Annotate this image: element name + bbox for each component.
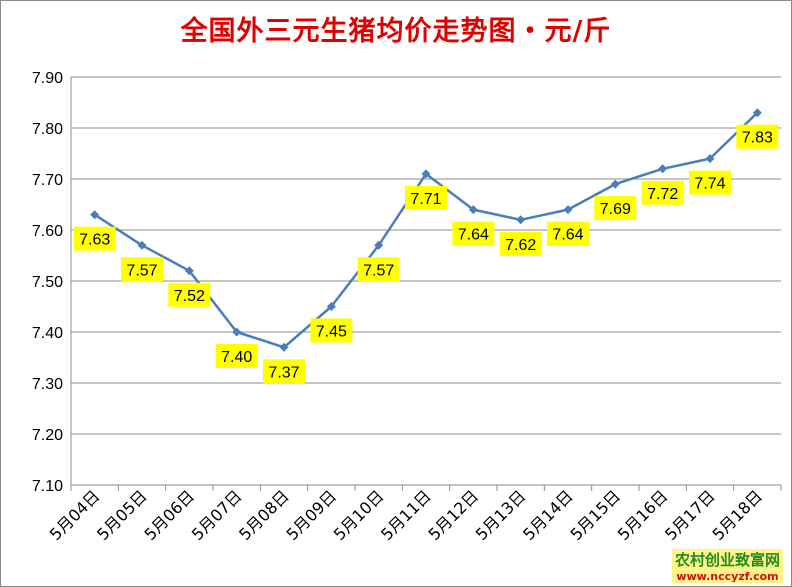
- data-point: [232, 327, 242, 337]
- data-label-bg: [215, 344, 258, 368]
- data-point: [468, 205, 478, 215]
- data-label: 7.64: [458, 227, 489, 244]
- y-tick-label: 7.90: [32, 70, 63, 87]
- data-label-bg: [121, 257, 163, 282]
- data-point: [90, 210, 100, 220]
- data-point: [326, 302, 336, 311]
- data-label-bg: [405, 185, 447, 210]
- y-tick-label: 7.40: [32, 325, 63, 342]
- x-tick-label: 5月09日: [282, 486, 340, 544]
- y-tick-label: 7.80: [32, 121, 63, 138]
- y-tick-label: 7.20: [32, 427, 63, 444]
- data-point: [279, 342, 289, 352]
- data-label: 7.72: [647, 186, 678, 203]
- x-tick-label: 5月08日: [235, 486, 293, 544]
- data-point: [374, 240, 384, 250]
- data-label: 7.63: [79, 232, 110, 249]
- data-label-bg: [641, 180, 684, 205]
- x-tick-label: 5月17日: [661, 486, 719, 544]
- data-point: [184, 266, 194, 276]
- data-label: 7.74: [694, 176, 725, 193]
- data-label-bg: [452, 221, 495, 246]
- x-tick-label: 5月18日: [708, 486, 766, 544]
- x-tick-label: 5月06日: [140, 486, 198, 544]
- watermark-name: 农村创业致富网: [671, 549, 783, 570]
- data-label: 7.40: [221, 349, 252, 366]
- data-label: 7.71: [410, 191, 441, 208]
- x-tick-label: 5月15日: [566, 486, 624, 544]
- data-point: [752, 108, 762, 118]
- x-tick-label: 5月05日: [93, 486, 151, 544]
- x-tick-label: 5月14日: [519, 486, 577, 544]
- x-tick-label: 5月16日: [614, 486, 672, 544]
- y-tick-label: 7.10: [32, 478, 63, 495]
- y-tick-label: 7.30: [32, 376, 63, 393]
- data-point: [610, 179, 620, 189]
- y-tick-label: 7.50: [32, 274, 63, 291]
- x-tick-label: 5月07日: [188, 486, 246, 544]
- data-label-bg: [310, 318, 353, 343]
- data-label-bg: [73, 226, 116, 251]
- data-label-bg: [547, 221, 589, 246]
- data-point: [658, 164, 668, 174]
- x-tick-label: 5月04日: [46, 486, 104, 544]
- y-tick-label: 7.60: [32, 223, 63, 240]
- data-label: 7.37: [268, 364, 299, 381]
- data-label: 7.83: [742, 130, 773, 147]
- data-label: 7.69: [600, 201, 631, 218]
- x-tick-label: 5月11日: [377, 486, 435, 544]
- chart-title: 全国外三元生猪均价走势图・元/斤: [180, 16, 612, 47]
- data-label: 7.64: [552, 227, 583, 244]
- x-tick-label: 5月12日: [424, 486, 482, 544]
- data-point: [137, 240, 147, 250]
- data-point: [421, 169, 431, 179]
- data-label: 7.57: [363, 262, 394, 279]
- data-label-bg: [736, 124, 779, 149]
- data-point: [563, 205, 573, 215]
- data-label-bg: [357, 257, 400, 282]
- data-label-bg: [689, 170, 731, 195]
- watermark-logo: 农村创业致富网 www.nccyzf.com: [671, 549, 783, 583]
- x-tick-label: 5月10日: [330, 486, 388, 544]
- data-point: [516, 215, 526, 225]
- data-label-bg: [594, 196, 637, 221]
- data-label: 7.62: [505, 237, 536, 254]
- y-tick-label: 7.70: [32, 172, 63, 189]
- data-point: [705, 154, 715, 164]
- data-label-bg: [263, 359, 305, 384]
- x-tick-label: 5月13日: [472, 486, 530, 544]
- data-label: 7.57: [126, 262, 157, 279]
- data-label: 7.52: [174, 288, 205, 305]
- data-label-bg: [168, 282, 211, 307]
- data-label: 7.45: [316, 324, 347, 341]
- watermark-url: www.nccyzf.com: [671, 570, 783, 583]
- data-label-bg: [499, 231, 542, 256]
